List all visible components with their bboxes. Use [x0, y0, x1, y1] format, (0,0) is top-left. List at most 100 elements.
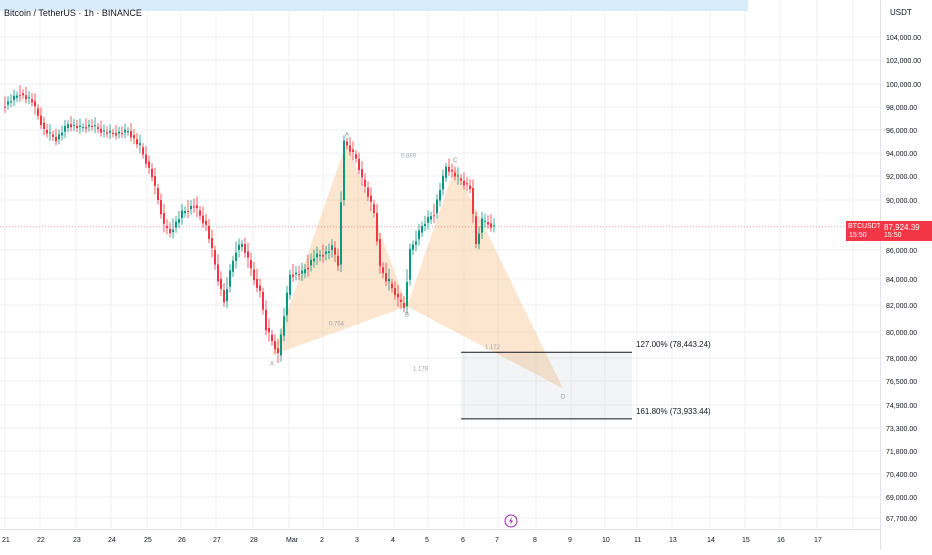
- candle-body: [4, 106, 6, 108]
- candle-body: [121, 132, 123, 134]
- symbol-price-tag: BTCUSDT 15:50: [846, 221, 881, 241]
- last-price-value: 87,924.39: [884, 223, 920, 232]
- candle-body: [61, 132, 63, 136]
- candle-body: [16, 95, 18, 98]
- x-tick-label: 24: [108, 537, 116, 544]
- candle-body: [475, 216, 477, 244]
- candle-body: [226, 289, 228, 302]
- x-tick-label: 26: [178, 537, 186, 544]
- candle-body: [97, 127, 99, 129]
- candle-body: [469, 185, 471, 190]
- candle-body: [109, 130, 111, 133]
- x-tick-label: 11: [634, 537, 641, 544]
- candle-body: [115, 133, 117, 136]
- y-tick-label: 71,800.00: [886, 449, 917, 456]
- candle-body: [118, 131, 120, 134]
- candle-body: [259, 285, 261, 291]
- candle-body: [85, 127, 87, 129]
- candle-body: [436, 199, 438, 213]
- candle-body: [385, 273, 387, 282]
- time-axis[interactable]: [0, 529, 880, 551]
- pattern-point-label: C: [453, 158, 458, 164]
- candle-body: [484, 220, 486, 222]
- currency-label[interactable]: USDT: [890, 8, 912, 17]
- candle-body: [310, 259, 312, 266]
- candle-body: [283, 316, 285, 336]
- candle-body: [199, 210, 201, 216]
- candle-body: [49, 132, 51, 134]
- candle-body: [295, 272, 297, 275]
- y-tick-label: 96,000.00: [886, 128, 917, 135]
- candle-body: [448, 166, 450, 172]
- candle-body: [433, 215, 435, 217]
- symbol-title[interactable]: Bitcoin / TetherUS · 1h · BINANCE: [4, 8, 142, 18]
- candle-body: [367, 187, 369, 197]
- candle-body: [370, 195, 372, 202]
- pattern-ratio-label: 0.869: [401, 154, 417, 160]
- candle-body: [430, 216, 432, 220]
- candle-body: [40, 115, 42, 125]
- candle-body: [106, 132, 108, 134]
- candle-body: [445, 166, 447, 178]
- candle-body: [193, 206, 195, 208]
- candle-body: [490, 223, 492, 228]
- candle-body: [442, 175, 444, 190]
- y-tick-label: 67,700.00: [886, 516, 917, 523]
- x-tick-label: 6: [461, 537, 465, 544]
- gridlines: [0, 0, 880, 529]
- candle-body: [250, 260, 252, 269]
- candle-body: [388, 279, 390, 282]
- candle-body: [70, 124, 72, 128]
- candle-body: [427, 217, 429, 223]
- candle-body: [364, 179, 366, 187]
- candle-body: [331, 245, 333, 250]
- candle-body: [343, 140, 345, 200]
- candle-body: [223, 290, 225, 303]
- y-tick-label: 92,000.00: [886, 174, 917, 181]
- y-tick-label: 98,000.00: [886, 105, 917, 112]
- candle-body: [319, 255, 321, 257]
- candle-body: [166, 226, 168, 228]
- candle-body: [400, 299, 402, 302]
- x-tick-label: 17: [814, 537, 822, 544]
- candle-body: [346, 141, 348, 146]
- price-axis[interactable]: [880, 0, 932, 550]
- y-tick-label: 84,000.00: [886, 277, 917, 284]
- pattern-ratio-label: 1.178: [413, 366, 429, 372]
- pattern-ratio-label: 1.172: [485, 345, 501, 351]
- candle-body: [334, 247, 336, 255]
- candle-body: [394, 288, 396, 296]
- candle-body: [298, 273, 300, 275]
- candle-body: [322, 255, 324, 257]
- candle-body: [391, 283, 393, 289]
- candle-body: [304, 269, 306, 274]
- x-tick-label: 28: [250, 537, 258, 544]
- candle-body: [229, 270, 231, 287]
- x-tick-label: 21: [2, 537, 10, 544]
- candle-body: [358, 158, 360, 171]
- x-tick-label: 2: [320, 537, 324, 544]
- candle-body: [454, 172, 456, 177]
- y-tick-label: 73,300.00: [886, 426, 917, 433]
- lightning-icon[interactable]: [504, 514, 518, 528]
- candle-body: [7, 101, 9, 105]
- candle-body: [52, 134, 54, 137]
- candle-body: [271, 334, 273, 342]
- candle-body: [418, 230, 420, 240]
- candle-body: [163, 213, 165, 224]
- pattern-point-label: B: [405, 312, 409, 318]
- candle-body: [337, 255, 339, 266]
- candle-body: [145, 154, 147, 164]
- candle-body: [19, 95, 21, 97]
- candle-body: [301, 270, 303, 274]
- x-tick-label: 22: [37, 537, 45, 544]
- candle-body: [244, 244, 246, 253]
- x-tick-label: 14: [707, 537, 715, 544]
- candle-body: [277, 348, 279, 354]
- candle-body: [175, 221, 177, 228]
- candle-body: [403, 303, 405, 308]
- pattern-point-label: A: [345, 133, 349, 139]
- candle-body: [202, 215, 204, 224]
